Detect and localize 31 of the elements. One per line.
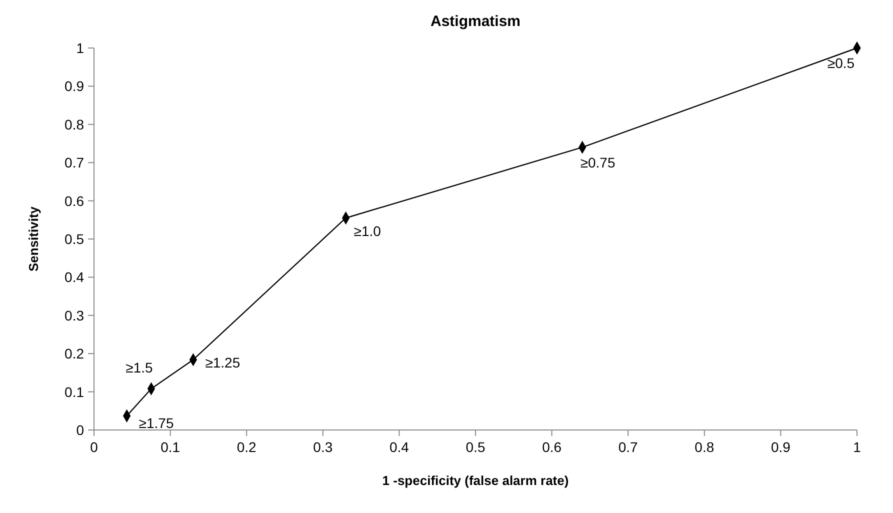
y-tick-label: 0 [76, 422, 84, 438]
x-tick-label: 0.5 [466, 439, 486, 455]
y-tick-label: 0.9 [64, 78, 84, 94]
x-axis-title: 1 -specificity (false alarm rate) [382, 473, 569, 488]
x-tick-label: 0 [90, 439, 98, 455]
y-tick-label: 0.4 [64, 269, 84, 286]
y-tick-label: 0.7 [64, 154, 84, 171]
x-tick-label: 0.7 [618, 439, 638, 455]
x-tick-label: 0.1 [160, 439, 180, 455]
x-tick-label: 0.2 [236, 439, 257, 455]
x-tick-label: 0.9 [770, 439, 791, 455]
annotation: ≥0.5 [827, 55, 855, 71]
y-tick-label: 0.8 [64, 116, 84, 132]
y-tick-label: 0.1 [64, 384, 84, 400]
y-axis-title: Sensitivity [26, 206, 41, 272]
annotation: ≥1.0 [354, 222, 382, 239]
x-tick-label: 0.6 [542, 439, 562, 455]
x-tick-label: 0.8 [694, 439, 714, 455]
x-tick-label: 0.4 [389, 439, 410, 455]
annotation: ≥1.25 [205, 354, 240, 371]
annotation: ≥0.75 [580, 154, 616, 170]
annotation: ≥1.75 [138, 414, 174, 431]
y-tick-label: 0.6 [64, 192, 84, 209]
x-tick-label: 0.3 [313, 439, 333, 455]
y-tick-label: 0.2 [64, 346, 84, 362]
annotation: ≥1.5 [126, 360, 154, 376]
y-tick-label: 0.5 [64, 231, 84, 247]
x-tick-label: 1 [853, 439, 862, 455]
y-tick-label: 1 [76, 40, 84, 56]
chart-title: Astigmatism [430, 13, 521, 30]
y-tick-label: 0.3 [64, 307, 84, 324]
